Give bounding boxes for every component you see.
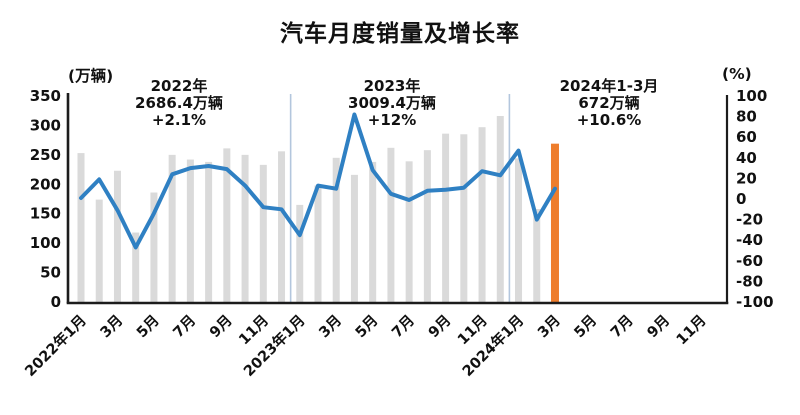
sales-bar xyxy=(332,157,340,302)
x-axis-tick-label: 7月 xyxy=(607,312,636,341)
left-axis-tick-label: 150 xyxy=(30,205,61,223)
annotation-2024-summary-line: 2024年1-3月 xyxy=(560,77,659,95)
left-axis-tick-label: 200 xyxy=(30,175,61,193)
right-axis-tick-label: -40 xyxy=(736,231,763,249)
left-axis-tick-label: 0 xyxy=(51,293,61,311)
x-axis-tick-label: 9月 xyxy=(425,312,454,341)
x-axis-tick-label: 9月 xyxy=(644,312,673,341)
right-axis-tick-label: -20 xyxy=(736,211,763,229)
sales-bar xyxy=(369,161,377,302)
sales-bar-highlight xyxy=(550,143,559,302)
sales-bar xyxy=(533,209,541,302)
sales-bar xyxy=(186,159,194,302)
annotation-2023-summary-line: +12% xyxy=(368,111,416,129)
x-axis-tick-label: 11月 xyxy=(673,312,710,349)
right-axis-tick-label: -60 xyxy=(736,252,763,270)
sales-bar xyxy=(223,148,231,302)
annotation-2022-summary-line: 2686.4万辆 xyxy=(135,94,223,112)
x-axis-tick-label: 5月 xyxy=(571,312,600,341)
right-axis-tick-label: 40 xyxy=(736,149,757,167)
sales-bar xyxy=(496,116,504,302)
sales-bar xyxy=(132,232,140,302)
sales-bar xyxy=(259,164,267,302)
sales-bar xyxy=(205,161,213,302)
sales-bar xyxy=(350,174,358,302)
right-axis-tick-label: 0 xyxy=(736,190,746,208)
left-axis-tick-label: 300 xyxy=(30,116,61,134)
sales-bar xyxy=(405,161,413,302)
sales-bar xyxy=(278,151,286,302)
annotation-2024-summary-line: 672万辆 xyxy=(578,94,639,112)
annotation-2023-summary-line: 2023年 xyxy=(364,77,421,95)
x-axis-tick-label: 3月 xyxy=(97,312,126,341)
left-axis-tick-label: 350 xyxy=(30,87,61,105)
sales-bar xyxy=(77,153,85,302)
left-axis-tick-label: 250 xyxy=(30,146,61,164)
right-axis-tick-label: -100 xyxy=(736,293,774,311)
sales-bar xyxy=(296,204,304,302)
right-axis-tick-label: -80 xyxy=(736,272,763,290)
x-axis-tick-label: 7月 xyxy=(170,312,199,341)
sales-bar xyxy=(113,170,121,302)
x-axis-tick-label: 5月 xyxy=(133,312,162,341)
chart-title: 汽车月度销量及增长率 xyxy=(280,21,520,47)
right-axis-tick-label: 80 xyxy=(736,108,757,126)
x-axis-tick-label: 3月 xyxy=(534,312,563,341)
sales-bar xyxy=(478,127,486,303)
sales-bar xyxy=(241,154,249,302)
left-axis-tick-label: 100 xyxy=(30,234,61,252)
right-axis-tick-label: 60 xyxy=(736,128,757,146)
sales-bar xyxy=(95,199,103,302)
annotation-2022-summary-line: 2022年 xyxy=(151,77,208,95)
right-axis-tick-label: 20 xyxy=(736,169,757,187)
sales-bar xyxy=(423,150,431,302)
x-axis-tick-label: 9月 xyxy=(206,312,235,341)
annotation-2024-summary-line: +10.6% xyxy=(577,111,642,129)
x-axis-tick-label: 2022年1月 xyxy=(21,311,90,380)
sales-bar xyxy=(168,154,176,302)
sales-bar xyxy=(314,185,322,302)
sales-bar xyxy=(460,134,468,302)
x-axis-tick-label: 3月 xyxy=(316,312,345,341)
annotation-2022-summary-line: +2.1% xyxy=(152,111,206,129)
sales-bar xyxy=(515,158,523,302)
left-axis-tick-label: 50 xyxy=(40,264,61,282)
x-axis-tick-label: 7月 xyxy=(389,312,418,341)
sales-bar xyxy=(387,147,395,302)
right-axis-unit-label: (%) xyxy=(722,65,752,83)
left-axis-unit-label: (万辆) xyxy=(68,66,113,85)
growth-line xyxy=(79,112,557,250)
sales-bar xyxy=(442,133,450,302)
sales-bar xyxy=(150,192,158,302)
annotation-2023-summary-line: 3009.4万辆 xyxy=(348,94,436,112)
x-axis-tick-label: 5月 xyxy=(352,312,381,341)
right-axis-tick-label: 100 xyxy=(736,87,767,105)
